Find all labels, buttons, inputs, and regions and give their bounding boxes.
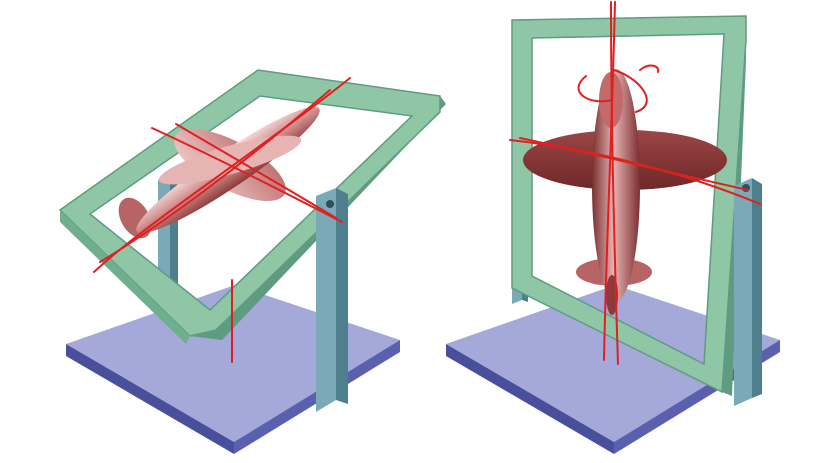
left-annotation-strokes (93, 77, 351, 363)
left-gimbal-panel (58, 69, 446, 454)
right-gimbal-panel (446, 1, 780, 454)
tilted-frame (58, 69, 446, 344)
left-front-post (316, 188, 348, 412)
right-annotation-strokes (509, 1, 761, 365)
right-front-post (734, 178, 762, 406)
right-airplane (523, 69, 727, 315)
